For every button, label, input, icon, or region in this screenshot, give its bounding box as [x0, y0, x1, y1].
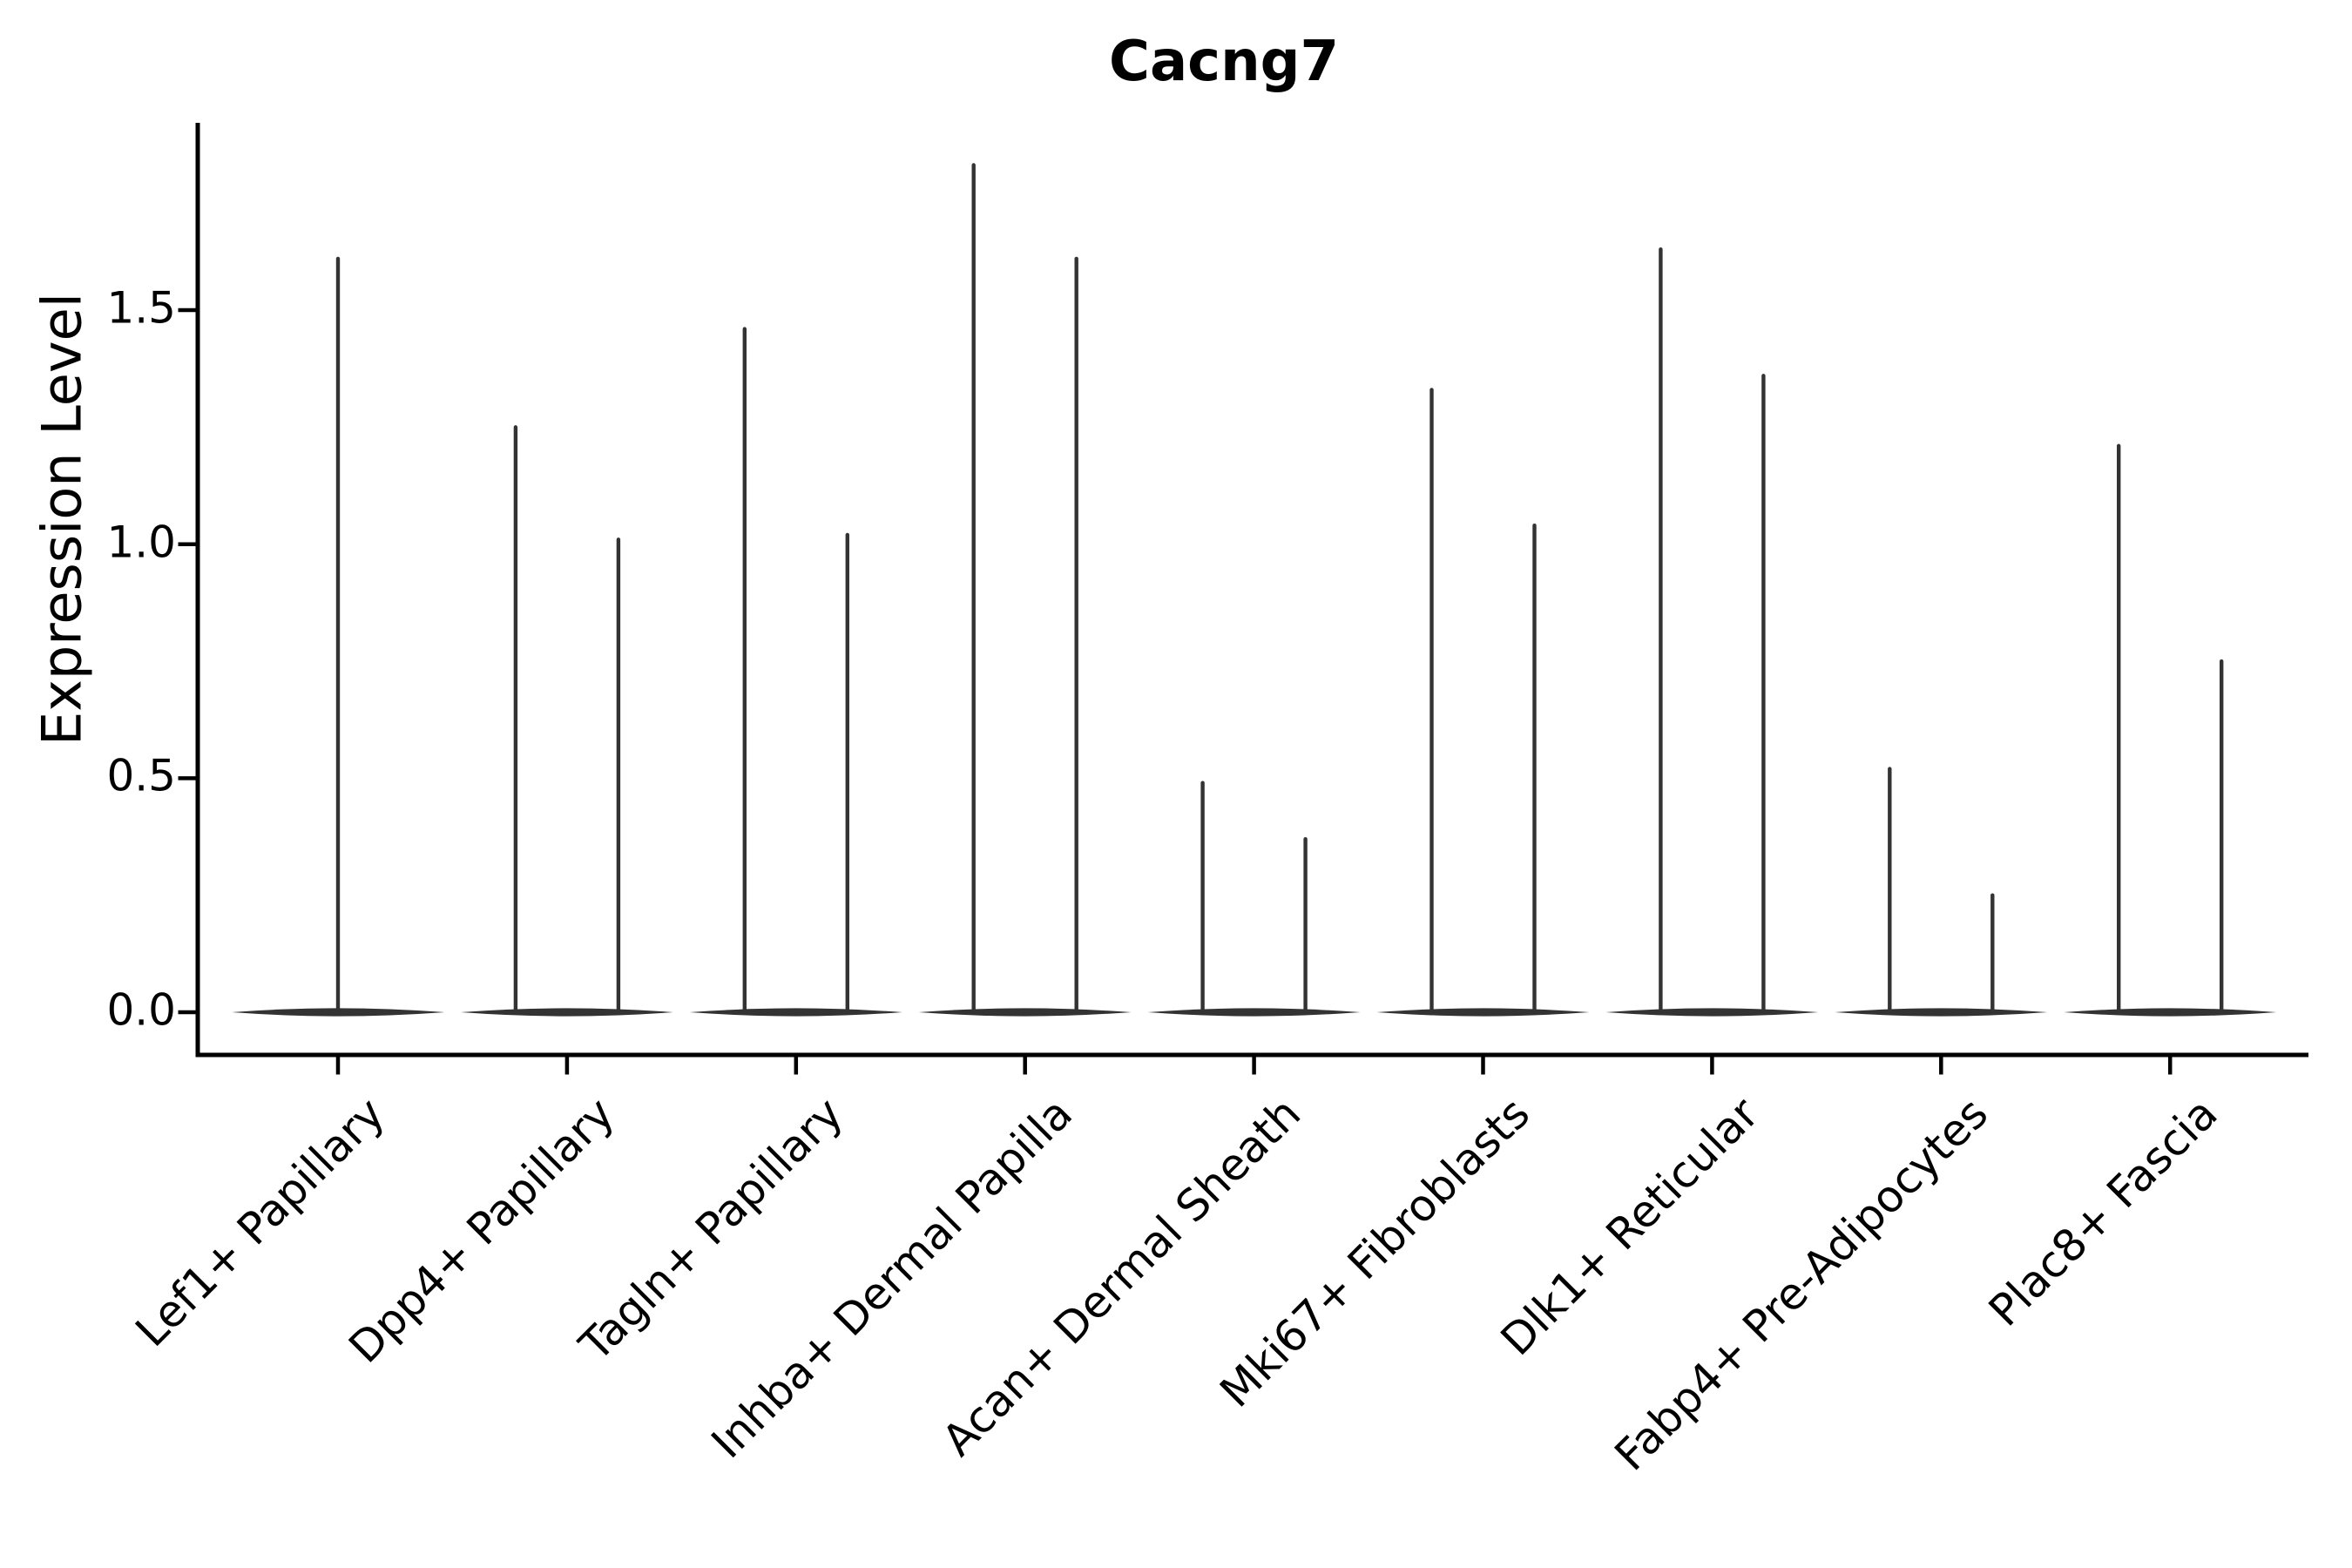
y-tick-label: 1.0: [106, 517, 176, 568]
violin-base: [1605, 1008, 1819, 1017]
violin-base: [689, 1008, 902, 1017]
axis-spines: [195, 123, 2308, 1058]
y-tick-label: 0.0: [106, 984, 176, 1036]
y-tick-label: 1.5: [106, 282, 176, 334]
violin-base: [1147, 1008, 1361, 1017]
violin-base: [2064, 1008, 2277, 1017]
violin-base: [1835, 1008, 2048, 1017]
chart-title: Cacng7: [1109, 30, 1339, 94]
y-tick-label: 0.5: [106, 751, 176, 802]
violin-base: [918, 1008, 1132, 1017]
violin-base: [1376, 1008, 1590, 1017]
violin-base: [460, 1008, 673, 1017]
